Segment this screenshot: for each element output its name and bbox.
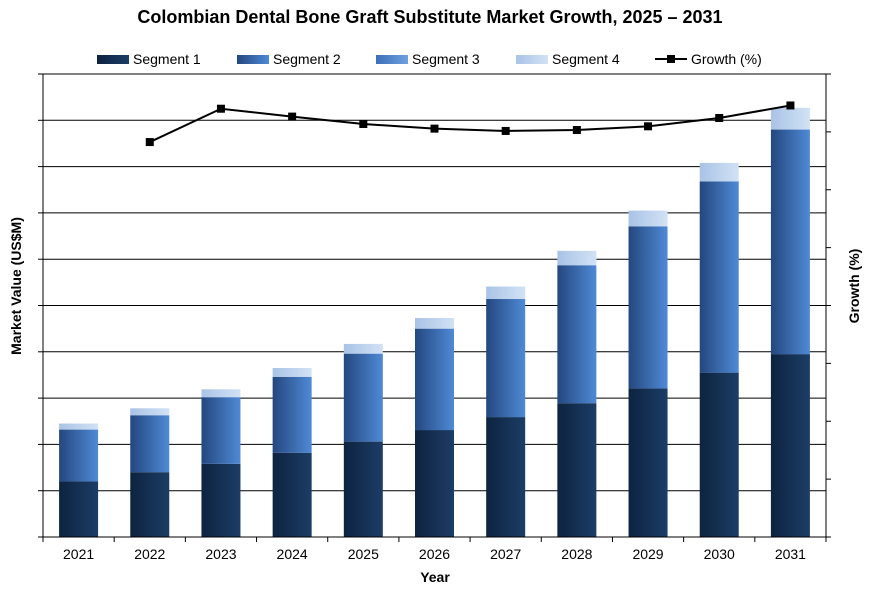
growth-marker xyxy=(430,124,439,133)
bar-segment-1-2021 xyxy=(59,481,99,537)
legend: Segment 1 Segment 2 Segment 3 Segment 4 Grow… xyxy=(97,51,762,67)
growth-line xyxy=(149,104,791,143)
bar-segment-4-2025 xyxy=(343,343,383,354)
bar-segment-4-2024 xyxy=(272,368,312,377)
bar-segment-2-2022 xyxy=(130,415,170,473)
growth-marker xyxy=(572,126,581,135)
y-axis-title: Market Value (US$M) xyxy=(8,217,24,355)
growth-line-layer xyxy=(145,101,795,147)
y2-axis-title: Growth (%) xyxy=(846,249,862,324)
bar-segment-4-2023 xyxy=(201,389,241,398)
x-tick-label: 2021 xyxy=(63,546,94,562)
x-tick-label: 2022 xyxy=(134,546,165,562)
bar-segment-4-2030 xyxy=(699,162,739,182)
bar-segment-2-2021 xyxy=(59,429,99,482)
bar-segment-1-2029 xyxy=(628,388,668,537)
bar-segment-2-2028 xyxy=(557,265,597,404)
bar-segment-4-2022 xyxy=(130,408,170,416)
legend-label: Segment 1 xyxy=(133,51,201,67)
bar-segment-1-2023 xyxy=(201,463,241,537)
growth-marker xyxy=(786,101,795,110)
legend-swatch-2 xyxy=(237,55,269,64)
bar-segment-1-2022 xyxy=(130,472,170,537)
bar-segment-2-2031 xyxy=(770,129,810,355)
x-tick-label: 2031 xyxy=(775,546,806,562)
bar-segment-4-2027 xyxy=(486,286,526,300)
growth-marker xyxy=(288,112,297,121)
bar-segment-4-2031 xyxy=(770,107,810,130)
bar-segment-2-2030 xyxy=(699,181,739,373)
legend-marker-swatch xyxy=(667,55,675,63)
legend-label: Growth (%) xyxy=(691,51,762,67)
bar-segment-2-2027 xyxy=(486,299,526,418)
bar-segment-1-2026 xyxy=(415,430,454,537)
growth-marker xyxy=(644,122,653,131)
bar-segment-2-2023 xyxy=(201,397,241,464)
bar-segment-1-2027 xyxy=(486,417,526,537)
bar-segment-1-2028 xyxy=(557,403,597,537)
growth-marker xyxy=(216,104,225,113)
legend-label: Segment 4 xyxy=(552,51,620,67)
bar-segment-2-2026 xyxy=(415,328,454,431)
x-tick-label: 2023 xyxy=(205,546,236,562)
growth-marker xyxy=(145,138,154,147)
bar-segment-1-2030 xyxy=(699,372,739,537)
x-tick-label: 2028 xyxy=(561,546,592,562)
growth-marker xyxy=(501,126,510,135)
bar-segment-2-2025 xyxy=(343,353,383,442)
x-tick-label: 2029 xyxy=(632,546,663,562)
x-axis-title: Year xyxy=(420,569,450,585)
bar-segment-1-2025 xyxy=(343,441,383,537)
growth-marker xyxy=(715,113,724,122)
x-tick-label: 2025 xyxy=(348,546,379,562)
legend-swatch-1 xyxy=(97,55,129,64)
bars xyxy=(59,107,810,537)
x-tick-label: 2024 xyxy=(277,546,308,562)
chart-title: Colombian Dental Bone Graft Substitute M… xyxy=(137,7,722,27)
bar-segment-4-2026 xyxy=(415,318,454,329)
bar-segment-2-2029 xyxy=(628,226,668,389)
bar-segment-2-2024 xyxy=(272,376,312,453)
axes xyxy=(38,73,831,542)
legend-label: Segment 2 xyxy=(273,51,341,67)
bar-segment-4-2029 xyxy=(628,210,668,227)
x-tick-label: 2026 xyxy=(419,546,450,562)
bar-segment-4-2021 xyxy=(59,423,99,430)
legend-label: Segment 3 xyxy=(412,51,480,67)
x-tick-label: 2030 xyxy=(704,546,735,562)
legend-swatch-3 xyxy=(376,55,408,64)
x-tick-label: 2027 xyxy=(490,546,521,562)
legend-swatch-4 xyxy=(516,55,548,64)
bar-segment-4-2028 xyxy=(557,250,597,266)
x-tick-labels: 2021 2022 2023 2024 2025 2026 2027 2028 2029 2030… xyxy=(63,546,806,562)
growth-marker xyxy=(359,120,368,129)
bar-segment-1-2024 xyxy=(272,452,312,537)
bar-segment-1-2031 xyxy=(770,354,810,537)
